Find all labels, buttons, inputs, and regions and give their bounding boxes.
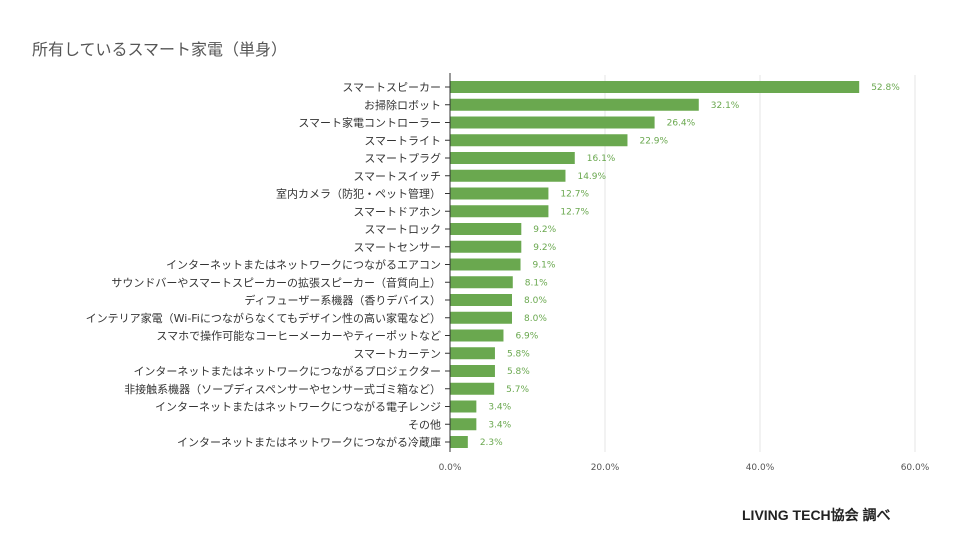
value-label: 9.1% <box>533 261 556 271</box>
value-label: 5.8% <box>507 349 530 359</box>
bar <box>450 365 495 377</box>
bar <box>450 134 628 147</box>
bar <box>450 418 477 431</box>
bar <box>450 98 699 111</box>
value-label: 3.4% <box>488 403 511 413</box>
value-label: 22.9% <box>639 136 668 146</box>
category-label: サウンドバーやスマートスピーカーの拡張スピーカー（音質向上） <box>111 275 441 289</box>
category-label: スマホで操作可能なコーヒーメーカーやティーポットなど <box>156 329 441 343</box>
bar <box>450 240 522 253</box>
category-label: スマートプラグ <box>364 151 441 165</box>
bar <box>450 276 513 289</box>
category-label: ディフューザー系機器（香りデバイス） <box>244 293 441 307</box>
category-label: スマートライト <box>364 134 441 147</box>
x-tick-label: 40.0% <box>746 463 775 473</box>
value-label: 6.9% <box>515 332 538 342</box>
category-label: 非接触系機器（ソープディスペンサーやセンサー式ゴミ箱など） <box>124 382 441 396</box>
value-label: 2.3% <box>480 438 503 448</box>
value-label: 32.1% <box>711 101 740 111</box>
source-credit: LIVING TECH協会 調べ <box>742 507 891 523</box>
value-label: 8.1% <box>525 278 548 288</box>
value-label: 8.0% <box>524 296 547 306</box>
x-tick-label: 20.0% <box>591 463 620 473</box>
category-label: スマートセンサー <box>353 241 441 254</box>
category-label: スマートカーテン <box>353 347 441 360</box>
category-label: インターネットまたはネットワークにつながる冷蔵庫 <box>177 435 441 449</box>
value-label: 9.2% <box>533 243 556 253</box>
bar <box>450 187 549 200</box>
bar <box>450 205 549 218</box>
bar <box>450 223 522 235</box>
chart-title: 所有しているスマート家電（単身） <box>32 40 288 59</box>
category-label: 室内カメラ（防犯・ペット管理） <box>276 187 441 201</box>
value-label: 5.7% <box>506 385 529 395</box>
bar <box>450 329 504 342</box>
category-label: スマートロック <box>364 223 441 236</box>
category-label: スマート家電コントローラー <box>298 116 441 130</box>
category-label: インターネットまたはネットワークにつながる電子レンジ <box>155 400 441 414</box>
x-tick-label: 0.0% <box>439 463 462 473</box>
bar <box>450 116 655 129</box>
value-label: 26.4% <box>667 119 696 129</box>
value-label: 8.0% <box>524 314 547 324</box>
value-label: 16.1% <box>587 154 616 164</box>
bar <box>450 152 575 164</box>
value-label: 9.2% <box>533 225 556 235</box>
category-label: お掃除ロボット <box>364 98 441 112</box>
bar <box>450 258 521 271</box>
value-label: 12.7% <box>560 207 589 217</box>
value-label: 5.8% <box>507 367 530 377</box>
bar <box>450 436 468 448</box>
category-label: インターネットまたはネットワークにつながるエアコン <box>166 258 441 272</box>
bar <box>450 81 860 93</box>
category-label: インターネットまたはネットワークにつながるプロジェクター <box>133 364 441 378</box>
bar <box>450 382 495 395</box>
category-label: スマートスイッチ <box>353 170 441 183</box>
value-label: 3.4% <box>488 420 511 430</box>
category-label: その他 <box>408 418 441 431</box>
category-label: インテリア家電（Wi-Fiにつながらなくてもデザイン性の高い家電など） <box>86 311 441 325</box>
bar <box>450 400 477 413</box>
category-label: スマートスピーカー <box>342 81 441 94</box>
x-tick-label: 60.0% <box>901 463 930 473</box>
value-label: 12.7% <box>560 190 589 200</box>
bar <box>450 347 495 360</box>
value-label: 52.8% <box>871 83 900 93</box>
bar <box>450 294 512 306</box>
category-label: スマートドアホン <box>353 205 441 218</box>
bar <box>450 169 566 182</box>
value-label: 14.9% <box>577 172 606 182</box>
bar <box>450 311 512 324</box>
